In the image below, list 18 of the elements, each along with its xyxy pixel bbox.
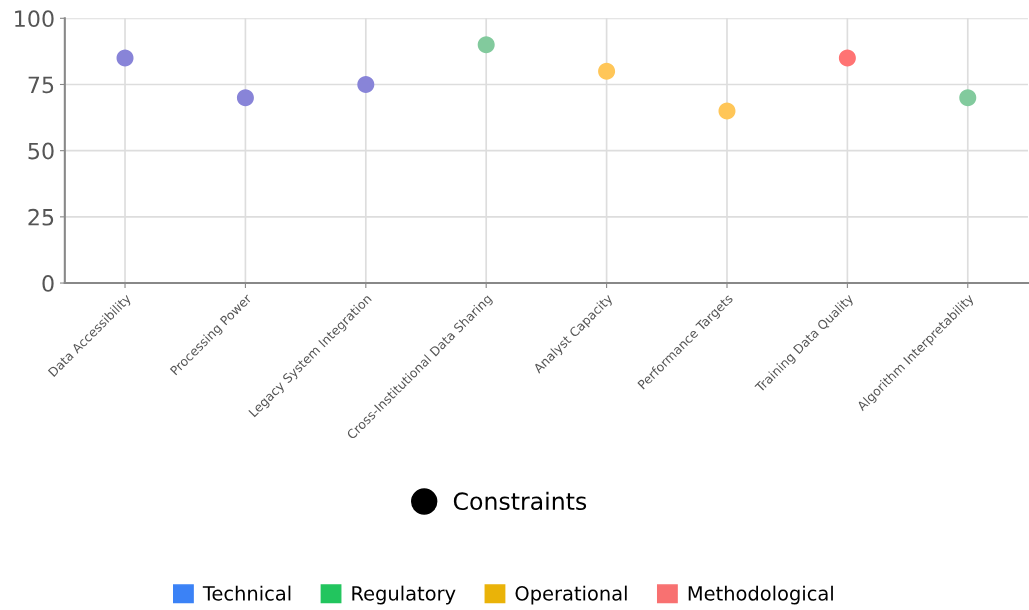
point [959, 89, 977, 107]
legend-label: Regulatory [352, 585, 456, 605]
y-tick-label: 75 [28, 76, 54, 94]
point [477, 36, 495, 54]
y-tick-label: 25 [28, 208, 54, 226]
point [116, 49, 134, 67]
text: Constraints [453, 491, 587, 511]
y-tick-label: 50 [28, 142, 54, 160]
legend-label: Technical [202, 585, 291, 601]
y-tick-label: 100 [15, 10, 54, 28]
legend-label: Methodological [688, 585, 833, 605]
y-tick-label: 0 [42, 274, 54, 292]
point [718, 102, 736, 120]
legend-label: Operational [515, 585, 627, 605]
point [236, 89, 254, 107]
point [838, 49, 856, 67]
point [357, 75, 375, 93]
point [598, 62, 616, 80]
